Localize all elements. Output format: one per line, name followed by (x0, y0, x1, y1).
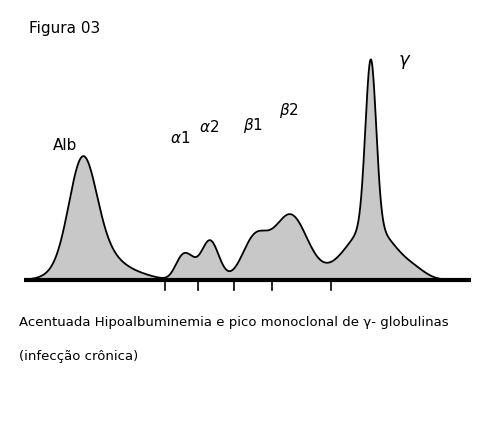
Text: $\beta$1: $\beta$1 (243, 116, 263, 135)
Text: $\gamma$: $\gamma$ (398, 53, 411, 71)
Text: (infecção crônica): (infecção crônica) (19, 349, 139, 362)
Text: Figura 03: Figura 03 (29, 21, 101, 36)
Text: Alb: Alb (53, 138, 78, 153)
Text: Acentuada Hipoalbuminemia e pico monoclonal de γ- globulinas: Acentuada Hipoalbuminemia e pico monoclo… (19, 315, 449, 328)
Text: $\alpha$1: $\alpha$1 (170, 130, 190, 146)
Text: $\beta$2: $\beta$2 (279, 101, 299, 119)
Text: $\alpha$2: $\alpha$2 (199, 119, 219, 135)
